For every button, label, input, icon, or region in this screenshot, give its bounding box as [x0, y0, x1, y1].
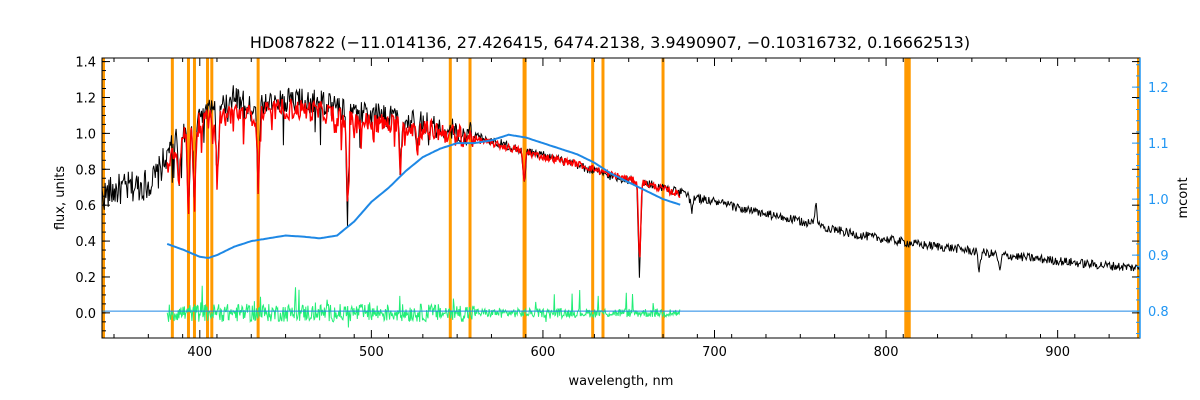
x-tick-label: 400	[187, 345, 212, 360]
y-tick-label: 0.6	[75, 199, 96, 214]
y-tick-label: 0.0	[75, 307, 96, 322]
y-tick-label: 0.2	[75, 271, 96, 286]
y-tick-label: 1.2	[75, 91, 96, 106]
y-tick-label: 0.8	[75, 163, 96, 178]
x-tick-label: 800	[874, 345, 899, 360]
left-y-axis: 0.0 0.2 0.4 0.6 0.8 1.0 1.2 1.4	[75, 56, 1140, 332]
y2-tick-label: 1.2	[1148, 81, 1169, 96]
x-tick-label: 500	[359, 345, 384, 360]
x-tick-label: 900	[1045, 345, 1070, 360]
model-fit-line	[166, 98, 681, 258]
x-tick-label: 600	[531, 345, 556, 360]
y2-tick-label: 0.8	[1148, 305, 1169, 320]
x-axis-label: wavelength, nm	[569, 374, 674, 389]
chart-title: HD087822 (−11.014136, 27.426415, 6474.21…	[250, 33, 970, 52]
x-tick-label: 700	[702, 345, 727, 360]
y2-tick-label: 1.1	[1148, 137, 1169, 152]
observed-flux-line	[101, 85, 1141, 278]
y2-tick-label: 1.0	[1148, 193, 1169, 208]
right-y-axis: 0.8 0.9 1.0 1.1 1.2	[1132, 58, 1169, 338]
y2-tick-label: 0.9	[1148, 249, 1169, 264]
masked-lines-layer	[102, 58, 1140, 338]
continuum-line	[166, 133, 681, 259]
y-axis-label: flux, units	[53, 166, 68, 231]
y-tick-label: 1.0	[75, 127, 96, 142]
y2-axis-label: mcont	[1176, 177, 1191, 218]
y-tick-label: 0.4	[75, 235, 96, 250]
series-layer	[101, 85, 1141, 328]
x-axis: 400 500 600 700 800 900	[113, 58, 1110, 360]
y-tick-label: 1.4	[75, 56, 96, 71]
